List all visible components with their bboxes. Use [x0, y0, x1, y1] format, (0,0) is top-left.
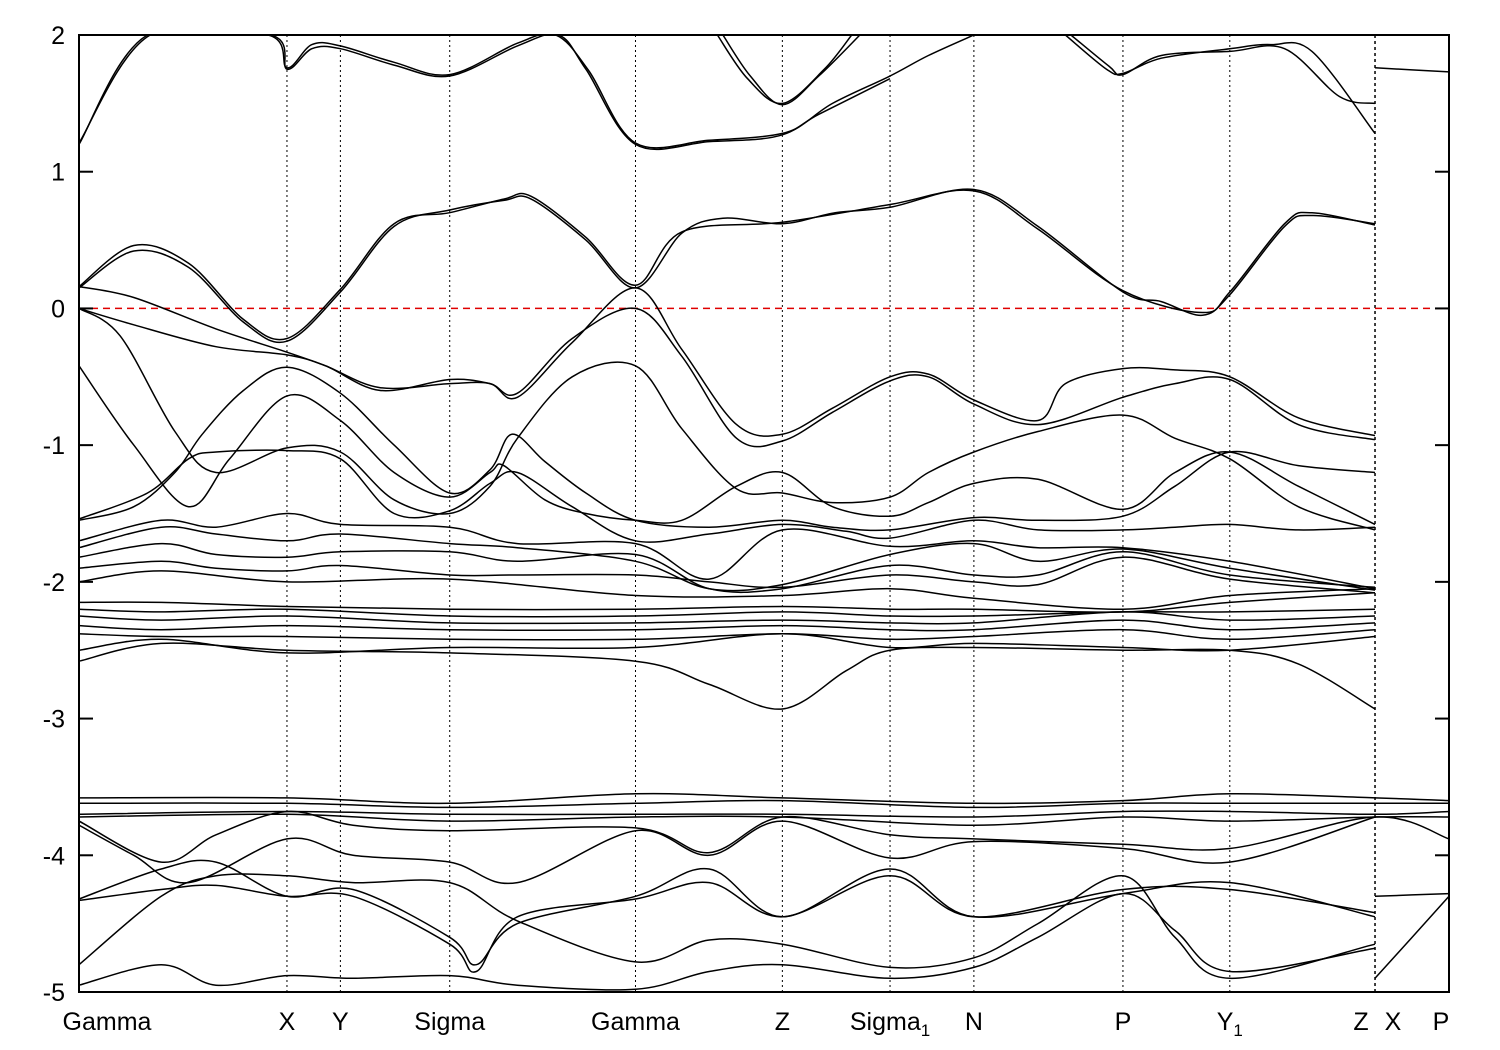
band-line	[79, 189, 1376, 341]
kpoint-label: X	[1385, 1008, 1402, 1036]
band-line	[79, 35, 891, 149]
band-line	[79, 570, 1376, 610]
band-line	[79, 619, 1376, 632]
band-line	[79, 366, 1376, 532]
band-line	[79, 592, 1376, 613]
band-line	[79, 859, 1449, 966]
band-line	[79, 792, 1449, 805]
y-tick-labels: -5 -4 -3 -2 -1 0 1 2	[43, 22, 65, 1007]
kpoint-label: N	[965, 1008, 983, 1036]
kpoint-labels: Gamma X Y Sigma Gamma Z Sigma1 N P Y1 Z X P	[63, 1008, 1450, 1040]
band-line	[79, 799, 1449, 809]
kpoint-label: P	[1433, 1008, 1450, 1036]
band-line	[79, 542, 1376, 594]
band-line	[79, 810, 1449, 863]
kpoint-label: Sigma1	[850, 1008, 930, 1040]
band-line	[722, 35, 861, 106]
plot-frame	[78, 34, 1450, 993]
kpoint-label: Y1	[1217, 1008, 1243, 1040]
y-tick-label: -1	[43, 432, 65, 460]
band-line	[79, 873, 1449, 980]
band-line	[79, 525, 1376, 592]
band-line	[1064, 35, 1449, 134]
band-line	[79, 611, 1376, 625]
axis-ticks	[79, 34, 1449, 993]
band-lines	[79, 35, 1449, 991]
y-tick-label: 1	[51, 159, 65, 187]
y-tick-label: -3	[43, 706, 65, 734]
band-line	[79, 512, 1376, 590]
band-line	[79, 556, 1376, 594]
band-line	[79, 633, 1376, 654]
band-line	[79, 642, 1376, 710]
band-line	[79, 816, 1376, 885]
y-tick-label: -2	[43, 569, 65, 597]
band-line	[79, 892, 1376, 991]
band-line	[79, 608, 1376, 618]
band-line	[1070, 35, 1376, 105]
band-line	[79, 307, 1376, 531]
kpoint-label: Z	[1353, 1008, 1368, 1036]
kpoint-label: Z	[775, 1008, 790, 1036]
band-line	[79, 449, 1376, 543]
band-line	[79, 307, 1376, 448]
kpoint-label: Gamma	[591, 1008, 680, 1036]
y-tick-label: 0	[51, 295, 65, 323]
kpoint-label: Sigma	[414, 1008, 485, 1036]
band-line	[716, 35, 853, 105]
kpoint-label: Gamma	[63, 1008, 152, 1036]
y-tick-label: -4	[43, 842, 65, 870]
kpoint-label: Y	[332, 1008, 349, 1036]
y-tick-label: 2	[51, 22, 65, 50]
kpoint-label: P	[1115, 1008, 1132, 1036]
band-line	[79, 813, 1449, 826]
band-line	[79, 188, 1376, 344]
kpoint-label: X	[279, 1008, 296, 1036]
band-line	[79, 875, 1376, 973]
band-line	[79, 810, 1449, 818]
band-line	[79, 365, 1376, 526]
band-line	[79, 35, 975, 151]
y-tick-label: -5	[43, 979, 65, 1007]
